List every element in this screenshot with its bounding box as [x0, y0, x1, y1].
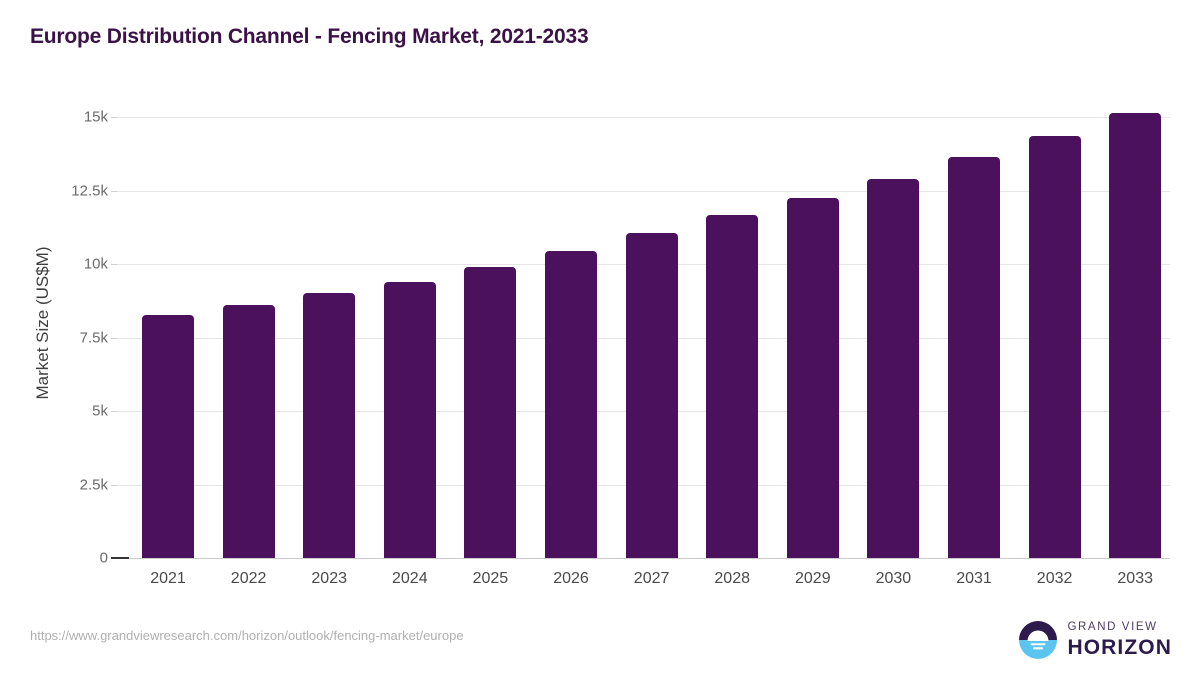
bar[interactable] [786, 197, 839, 558]
x-axis-tick-label: 2028 [714, 570, 750, 587]
bar[interactable] [142, 315, 194, 558]
x-axis-tick-label: 2033 [1117, 570, 1153, 587]
bar[interactable] [948, 156, 1000, 558]
gridline [117, 117, 1170, 118]
y-axis-tick-label: 5k [92, 402, 108, 420]
x-axis-tick-label: 2029 [795, 570, 831, 587]
gridline [117, 190, 1170, 192]
x-axis-tick-label: 2026 [553, 570, 589, 587]
y-axis-tick-mark [111, 484, 117, 486]
brand-logo: GRAND VIEW HORIZON [1018, 620, 1172, 660]
bar[interactable] [222, 305, 275, 558]
bar[interactable] [867, 178, 920, 558]
x-axis-tick-label: 2031 [956, 570, 992, 587]
y-axis-tick-mark [111, 117, 117, 118]
y-axis-origin-mark [111, 557, 129, 559]
bar[interactable] [545, 250, 597, 558]
y-axis-tick-label: 2.5k [79, 476, 108, 493]
y-axis-tick-label: 12.5k [71, 182, 108, 199]
x-axis-tick-label: 2023 [311, 570, 347, 587]
bar[interactable] [464, 266, 517, 558]
source-url-label: https://www.grandviewresearch.com/horizo… [30, 628, 464, 643]
y-axis-tick-label: 7.5k [79, 329, 108, 346]
y-axis-tick-mark [111, 190, 117, 192]
y-axis-tick-mark [111, 264, 117, 265]
x-axis-tick-label: 2027 [633, 570, 670, 587]
y-axis-tick-label: 15k [83, 108, 108, 126]
y-axis-title: Market Size (US$M) [33, 246, 52, 400]
page-title: Europe Distribution Channel - Fencing Ma… [30, 25, 589, 48]
logo-wordmark: GRAND VIEW HORIZON [1067, 620, 1172, 660]
y-axis-tick-mark [111, 411, 117, 412]
x-axis-tick-label: 2021 [150, 570, 186, 587]
x-axis-tick-label: 2030 [875, 570, 912, 587]
x-axis-tick-label: 2025 [472, 570, 509, 587]
bar[interactable] [1028, 136, 1081, 558]
logo-line-2: HORIZON [1067, 636, 1172, 660]
x-axis-tick-label: 2032 [1036, 570, 1073, 587]
bar[interactable] [706, 215, 759, 558]
x-axis-tick-label: 2024 [392, 570, 428, 587]
bar[interactable] [625, 233, 678, 558]
bar[interactable] [383, 281, 436, 558]
y-axis-tick-label: 0 [99, 549, 108, 567]
x-axis-tick-label: 2022 [230, 570, 267, 587]
bar[interactable] [1109, 112, 1162, 558]
y-axis-tick-mark [111, 337, 117, 339]
y-axis-tick-label: 10k [83, 255, 108, 273]
x-axis-line [117, 558, 1170, 559]
logo-line-1: GRAND VIEW [1067, 620, 1158, 633]
bar[interactable] [303, 293, 356, 558]
grand-view-horizon-logo-icon [1019, 621, 1058, 659]
